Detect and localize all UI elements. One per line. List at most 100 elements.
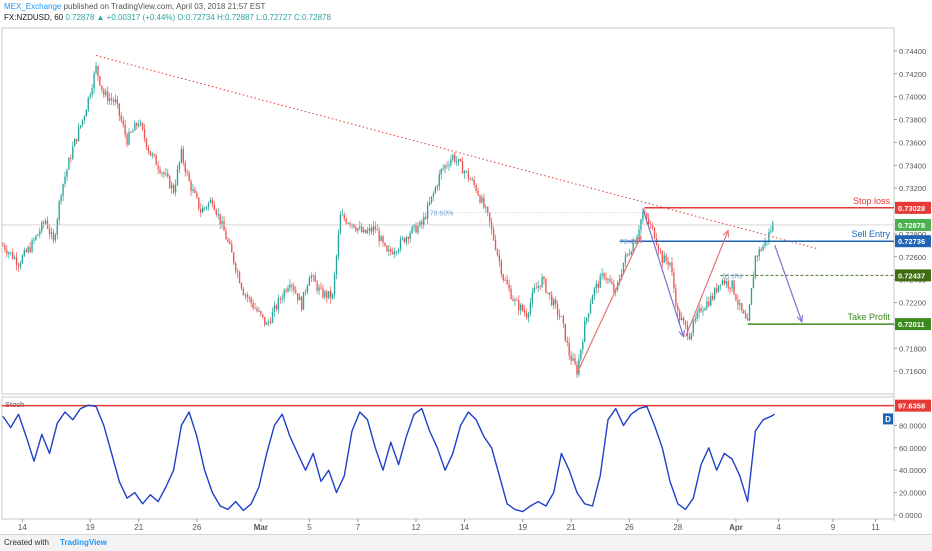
candle-body [2, 245, 4, 247]
candle-body [236, 271, 239, 273]
price-tick-label: 0.72200 [899, 299, 926, 308]
candle-body [434, 187, 437, 194]
projection-arrow [642, 208, 684, 337]
candle-body [518, 300, 520, 311]
candle-body [525, 312, 528, 318]
candle-body [496, 249, 499, 255]
candle-body [149, 151, 152, 156]
candle-body [473, 179, 475, 185]
projection-arrow [774, 245, 802, 322]
candle-body [721, 280, 724, 285]
candle-body [335, 256, 338, 275]
candle-body [504, 279, 506, 281]
candle-body [234, 263, 237, 272]
candle-body [673, 272, 675, 289]
candle-body [657, 244, 660, 251]
candle-body [110, 98, 113, 101]
grid [1, 27, 895, 521]
candle-body [312, 275, 314, 277]
candle-body [256, 308, 258, 312]
candle-body [23, 250, 25, 256]
candle-body [684, 321, 687, 326]
high-readout: H:0.72887 [217, 13, 254, 22]
candle-body [591, 295, 594, 304]
candle-body [483, 197, 485, 208]
candle-body [743, 310, 745, 314]
candle-body [680, 317, 683, 320]
candle-body [432, 193, 435, 197]
candle-body [585, 317, 588, 322]
chart-canvas[interactable]: 78.60% Stop loss Sell Entry 76.4% 61.8% Take … [0, 0, 932, 534]
candle-body [147, 147, 150, 152]
candle-body [370, 228, 373, 232]
candle-body [715, 288, 718, 292]
take-profit-tag-text: 0.72011 [898, 320, 925, 329]
candle-body [105, 91, 107, 95]
candle-body [667, 260, 669, 265]
candle-body [419, 221, 421, 227]
candle-body [456, 161, 458, 163]
candle-body [316, 281, 318, 291]
candle-body [603, 273, 605, 278]
fib-entry-label: 76.4% [620, 239, 640, 246]
candle-body [266, 323, 268, 325]
candle-body [423, 216, 425, 225]
candle-body [395, 251, 398, 253]
candle-body [169, 176, 171, 189]
candle-body [217, 213, 219, 215]
candle-body [64, 176, 66, 184]
candle-body [31, 240, 33, 252]
time-tick-label: 5 [307, 523, 312, 532]
candle-body [568, 342, 570, 356]
candle-body [295, 290, 297, 294]
candle-body [378, 230, 380, 242]
candle-body [244, 294, 247, 296]
candle-body [712, 295, 714, 300]
publisher-name[interactable]: MEX_Exchange [4, 2, 62, 11]
candle-body [467, 171, 470, 179]
candle-body [343, 214, 345, 219]
time-tick-label: 9 [831, 523, 836, 532]
candle-body [198, 197, 200, 209]
candle-body [85, 109, 88, 117]
candle-body [601, 273, 603, 276]
candle-body [521, 304, 524, 311]
candle-body [632, 243, 634, 253]
candle-body [543, 276, 545, 280]
candle-body [446, 165, 448, 167]
candle-body [159, 169, 161, 173]
candle-body [112, 100, 115, 102]
candle-body [27, 247, 29, 253]
candle-body [219, 213, 221, 225]
take-profit-label: Take Profit [847, 312, 890, 322]
candle-body [390, 249, 392, 252]
candle-body [405, 237, 407, 243]
candle-body [271, 311, 274, 323]
candle-body [750, 288, 753, 305]
candle-body [302, 291, 305, 310]
candle-body [454, 154, 456, 162]
candle-body [584, 321, 586, 342]
mid-level-tag-text: 0.72437 [898, 271, 925, 280]
candle-body [337, 234, 340, 257]
candle-body [291, 284, 293, 287]
time-tick-label: 19 [518, 523, 527, 532]
candle-body [56, 219, 58, 235]
tradingview-logo[interactable]: TradingView [60, 538, 107, 547]
candle-body [622, 262, 625, 274]
candle-body [708, 301, 710, 306]
candle-body [452, 154, 454, 160]
candle-body [638, 229, 640, 237]
candle-body [384, 242, 386, 246]
candle-body [25, 250, 27, 253]
candle-body [572, 358, 574, 361]
candle-body [648, 218, 650, 224]
candle-body [174, 184, 177, 193]
candle-body [494, 239, 497, 250]
candle-body [207, 202, 210, 208]
candle-body [300, 296, 303, 310]
candle-body [537, 285, 539, 289]
candle-body [692, 320, 694, 334]
candle-body [698, 308, 700, 313]
last-price-tag-text: 0.72878 [898, 221, 925, 230]
